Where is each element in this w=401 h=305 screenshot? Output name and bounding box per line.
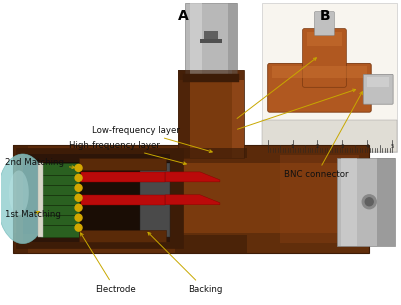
Circle shape <box>75 194 82 201</box>
Circle shape <box>75 224 82 231</box>
Bar <box>178 70 190 158</box>
Bar <box>341 158 357 246</box>
Bar <box>140 163 170 237</box>
Bar <box>200 38 222 42</box>
Bar <box>178 70 244 80</box>
Bar <box>13 233 369 253</box>
FancyBboxPatch shape <box>363 74 393 104</box>
Bar <box>81 195 165 205</box>
Text: 2nd Matching: 2nd Matching <box>5 159 75 169</box>
Bar <box>13 145 369 163</box>
Bar <box>279 155 359 242</box>
Polygon shape <box>165 172 220 182</box>
Bar <box>175 148 247 158</box>
FancyBboxPatch shape <box>302 29 346 87</box>
Bar <box>16 148 183 248</box>
Bar <box>271 66 367 78</box>
Text: Electrode: Electrode <box>81 233 136 294</box>
Circle shape <box>75 174 82 181</box>
Bar <box>41 185 79 186</box>
Text: B: B <box>320 9 331 23</box>
Circle shape <box>75 204 82 211</box>
Bar <box>41 205 79 206</box>
Bar <box>41 215 79 216</box>
Bar <box>262 3 397 152</box>
Circle shape <box>362 195 376 209</box>
Bar <box>306 31 342 46</box>
Polygon shape <box>165 195 220 205</box>
Bar <box>81 172 165 182</box>
Text: 2: 2 <box>316 144 319 149</box>
Bar <box>41 163 79 237</box>
Text: BNC connector: BNC connector <box>284 92 363 179</box>
Text: Low-frequency layer: Low-frequency layer <box>93 126 212 152</box>
Bar <box>23 234 170 242</box>
Text: 3: 3 <box>340 144 344 149</box>
Bar <box>183 74 239 82</box>
Circle shape <box>75 184 82 191</box>
Bar <box>204 30 218 38</box>
Text: 4: 4 <box>365 144 369 149</box>
Bar <box>23 154 170 242</box>
FancyBboxPatch shape <box>314 12 334 36</box>
Bar <box>367 77 389 87</box>
Text: 5: 5 <box>390 144 394 149</box>
Text: 1: 1 <box>291 144 294 149</box>
Bar <box>337 158 395 246</box>
Bar <box>175 235 247 253</box>
Bar <box>228 3 237 80</box>
Bar <box>13 145 369 253</box>
Circle shape <box>365 198 373 206</box>
Text: Backing: Backing <box>148 232 222 294</box>
Bar <box>185 3 237 80</box>
Bar <box>23 154 170 162</box>
Text: 1st Matching: 1st Matching <box>5 210 61 219</box>
Bar <box>190 3 202 80</box>
FancyBboxPatch shape <box>268 63 371 112</box>
Text: High-frequency layer: High-frequency layer <box>69 141 186 165</box>
Bar <box>79 230 166 242</box>
Bar <box>377 158 395 246</box>
Bar <box>178 70 244 158</box>
Bar <box>232 70 244 158</box>
Ellipse shape <box>0 154 49 244</box>
Bar <box>41 225 79 226</box>
Bar <box>41 195 79 196</box>
Text: A: A <box>178 9 188 23</box>
Circle shape <box>75 214 82 221</box>
Circle shape <box>75 164 82 171</box>
Bar <box>38 163 43 237</box>
Bar <box>79 158 166 170</box>
Bar <box>41 175 79 176</box>
Ellipse shape <box>9 170 29 215</box>
Bar <box>262 120 397 152</box>
Bar <box>13 145 28 253</box>
